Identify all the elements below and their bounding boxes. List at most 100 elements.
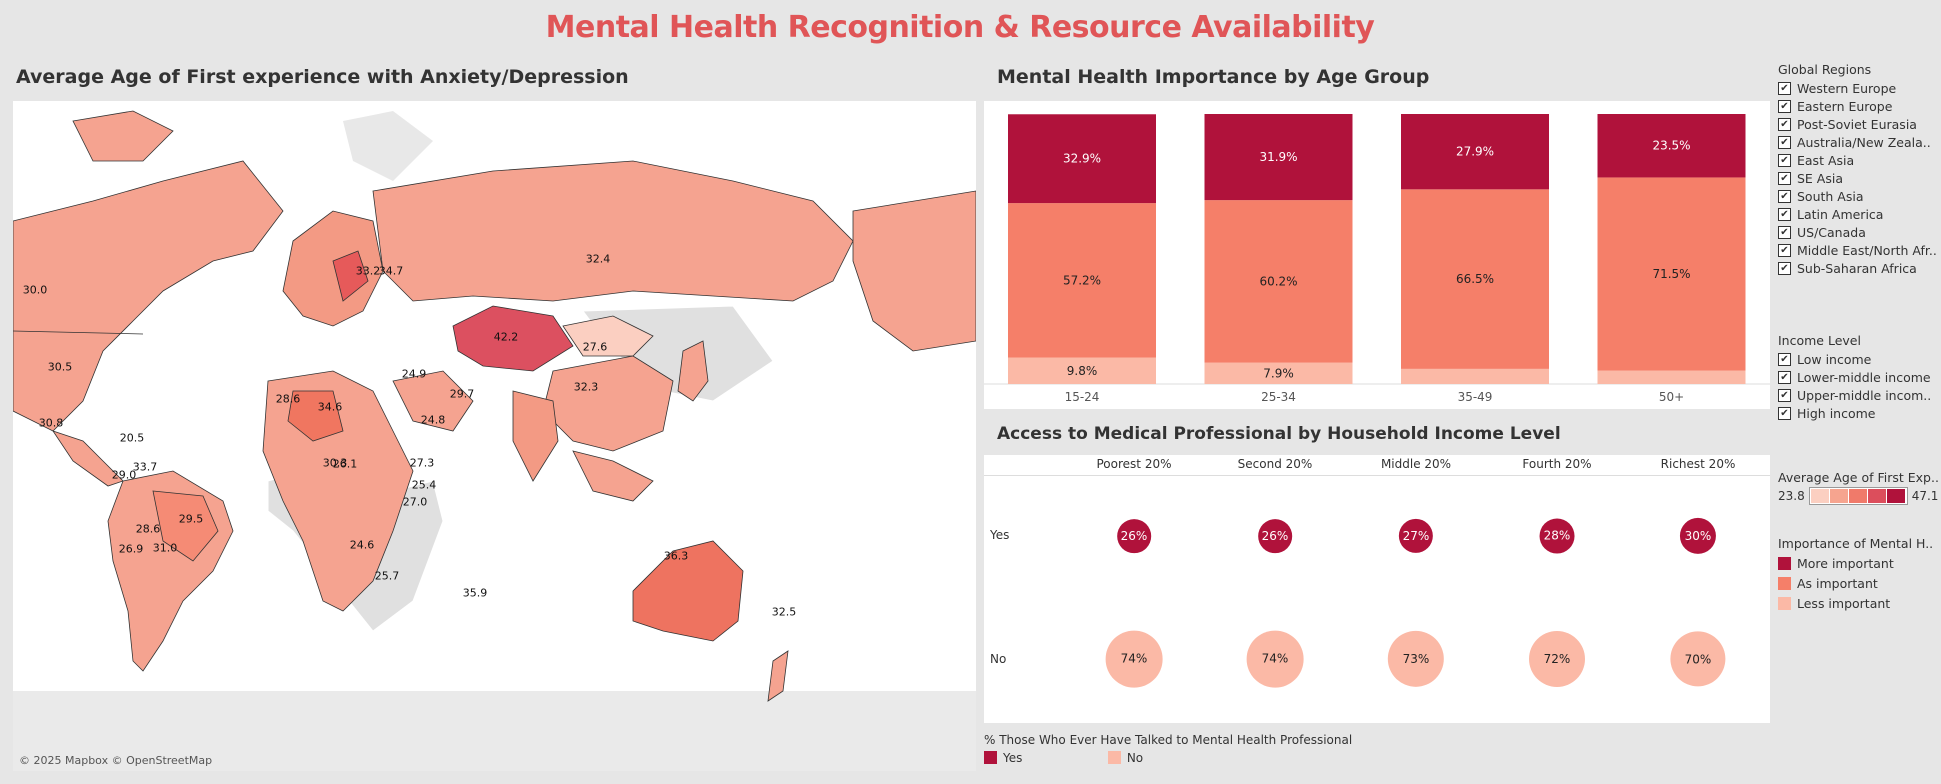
region-filter-item[interactable]: ✔ Western Europe — [1778, 79, 1938, 97]
map-value-label: 34.6 — [317, 400, 343, 414]
bar-segment-as-important[interactable] — [1597, 177, 1746, 371]
legend-item-yes[interactable]: Yes — [984, 751, 1104, 765]
bar-segment-as-important[interactable] — [1401, 189, 1549, 369]
regions-list: ✔ Western Europe ✔ Eastern Europe ✔ Post-Sovi… — [1778, 79, 1938, 277]
access-legend: % Those Who Ever Have Talked to Mental H… — [984, 733, 1352, 765]
region-filter-label: Latin America — [1797, 206, 1884, 222]
age-legend-title: Average Age of First Exp.. — [1778, 470, 1939, 485]
checkbox-checked-icon[interactable]: ✔ — [1778, 370, 1791, 384]
bar-data-label: 32.9% — [1063, 152, 1101, 166]
bar-data-label: 9.8% — [1067, 364, 1098, 378]
importance-legend-label: More important — [1797, 555, 1894, 571]
income-filter-item[interactable]: ✔ High income — [1778, 404, 1938, 422]
region-filter-label: SE Asia — [1797, 170, 1844, 186]
map-value-label: 30.3 — [322, 456, 348, 470]
checkbox-checked-icon[interactable]: ✔ — [1778, 81, 1791, 95]
bar-segment-as-important[interactable] — [1008, 203, 1156, 358]
bar-segment-less-important[interactable] — [1008, 357, 1156, 384]
importance-legend-item[interactable]: As important — [1778, 573, 1933, 593]
bubble-no[interactable]: 73% — [1387, 630, 1445, 688]
checkbox-checked-icon[interactable]: ✔ — [1778, 406, 1791, 420]
map-value-label: 26.1 — [332, 457, 358, 471]
income-filter-item[interactable]: ✔ Lower-middle income — [1778, 368, 1938, 386]
bar-segment-less-important[interactable] — [1401, 368, 1549, 384]
region-filter-item[interactable]: ✔ South Asia — [1778, 187, 1938, 205]
map-value-label: 28.6 — [275, 392, 301, 406]
importance-legend-label: Less important — [1797, 595, 1891, 611]
region-filter-item[interactable]: ✔ East Asia — [1778, 151, 1938, 169]
region-filter-item[interactable]: ✔ Australia/New Zeala.. — [1778, 133, 1938, 151]
region-filter-item[interactable]: ✔ Middle East/North Afr.. — [1778, 241, 1938, 259]
region-filter-label: Australia/New Zeala.. — [1797, 134, 1931, 150]
map-canvas[interactable] — [13, 101, 976, 771]
age-legend-min: 23.8 — [1778, 489, 1805, 503]
checkbox-checked-icon[interactable]: ✔ — [1778, 352, 1791, 366]
map-value-label: 26.9 — [118, 542, 144, 556]
bubble-yes[interactable]: 26% — [1258, 519, 1292, 553]
region-filter-item[interactable]: ✔ SE Asia — [1778, 169, 1938, 187]
checkbox-checked-icon[interactable]: ✔ — [1778, 207, 1791, 221]
bubble-yes[interactable]: 26% — [1117, 519, 1151, 553]
region-filter-label: Eastern Europe — [1797, 98, 1893, 114]
bar-data-label: 23.5% — [1652, 139, 1690, 153]
income-filter: Income Level ✔ Low income ✔ Lower-middle in… — [1778, 333, 1938, 422]
checkbox-checked-icon[interactable]: ✔ — [1778, 171, 1791, 185]
bubble-no[interactable]: 72% — [1529, 631, 1585, 687]
bar-segment-more-important[interactable] — [1008, 114, 1156, 204]
region-filter-label: East Asia — [1797, 152, 1855, 168]
bubble-no[interactable]: 74% — [1246, 630, 1304, 688]
checkbox-checked-icon[interactable]: ✔ — [1778, 153, 1791, 167]
region-filter-item[interactable]: ✔ Eastern Europe — [1778, 97, 1938, 115]
checkbox-checked-icon[interactable]: ✔ — [1778, 99, 1791, 113]
map-value-label: 29.0 — [111, 468, 137, 482]
legend-swatch — [1778, 556, 1791, 570]
income-filter-item[interactable]: ✔ Upper-middle incom.. — [1778, 386, 1938, 404]
checkbox-checked-icon[interactable]: ✔ — [1778, 261, 1791, 275]
bar-segment-as-important[interactable] — [1204, 200, 1353, 363]
checkbox-checked-icon[interactable]: ✔ — [1778, 189, 1791, 203]
income-filter-item[interactable]: ✔ Low income — [1778, 350, 1938, 368]
age-color-legend: Average Age of First Exp.. 23.8 47.1 — [1778, 470, 1939, 505]
bubble-yes[interactable]: 28% — [1539, 518, 1575, 554]
map-value-label: 27.0 — [402, 495, 428, 509]
bubble-no[interactable]: 74% — [1105, 630, 1163, 688]
world-map[interactable]: 30.0 30.5 30.8 32.4 42.2 27.6 32.3 36.3 29.5 35.9… — [13, 101, 976, 771]
bar-segment-more-important[interactable] — [1204, 114, 1353, 201]
map-value-label: 30.5 — [47, 360, 73, 374]
legend-label-yes: Yes — [1003, 751, 1023, 765]
bar-segment-less-important[interactable] — [1204, 362, 1353, 384]
bubble-no[interactable]: 70% — [1670, 631, 1726, 687]
access-legend-title: % Those Who Ever Have Talked to Mental H… — [984, 733, 1353, 747]
region-filter-item[interactable]: ✔ Sub-Saharan Africa — [1778, 259, 1938, 277]
bar-data-label: 66.5% — [1456, 272, 1494, 286]
map-value-label: 32.4 — [585, 252, 611, 266]
map-value-label: 27.3 — [409, 456, 435, 470]
region-filter-item[interactable]: ✔ Post-Soviet Eurasia — [1778, 115, 1938, 133]
region-filter-item[interactable]: ✔ Latin America — [1778, 205, 1938, 223]
region-filter-item[interactable]: ✔ US/Canada — [1778, 223, 1938, 241]
bar-chart-title: Mental Health Importance by Age Group — [997, 66, 1430, 88]
checkbox-checked-icon[interactable]: ✔ — [1778, 225, 1791, 239]
map-value-label: 33.7 — [132, 460, 158, 474]
bar-segment-more-important[interactable] — [1597, 114, 1746, 178]
importance-legend-item[interactable]: More important — [1778, 553, 1933, 573]
access-chart: Yes No Poorest 20% Second 20% Middle 20% Fo… — [984, 455, 1770, 723]
checkbox-checked-icon[interactable]: ✔ — [1778, 117, 1791, 131]
map-value-label: 20.5 — [119, 431, 145, 445]
map-value-label: 34.7 — [378, 264, 404, 278]
checkbox-checked-icon[interactable]: ✔ — [1778, 243, 1791, 257]
bubble-yes[interactable]: 27% — [1398, 518, 1434, 554]
importance-legend: Importance of Mental H.. More important A… — [1778, 536, 1933, 613]
col-header: Fourth 20% — [1522, 457, 1592, 471]
checkbox-checked-icon[interactable]: ✔ — [1778, 388, 1791, 402]
bar-data-label: 57.2% — [1063, 273, 1101, 287]
importance-legend-item[interactable]: Less important — [1778, 593, 1933, 613]
bar-segment-more-important[interactable] — [1401, 114, 1549, 190]
header-divider — [984, 475, 1770, 476]
dashboard-title: Mental Health Recognition & Resource Ava… — [545, 10, 1375, 45]
legend-item-no[interactable]: No — [1107, 751, 1143, 765]
checkbox-checked-icon[interactable]: ✔ — [1778, 135, 1791, 149]
importance-bar-chart: 9.8% 57.2% 32.9% 15-24 7.9% 60.2% 31.9% 25-34 66… — [984, 101, 1770, 409]
bubble-yes[interactable]: 30% — [1679, 517, 1717, 555]
bar-segment-less-important[interactable] — [1597, 370, 1746, 385]
